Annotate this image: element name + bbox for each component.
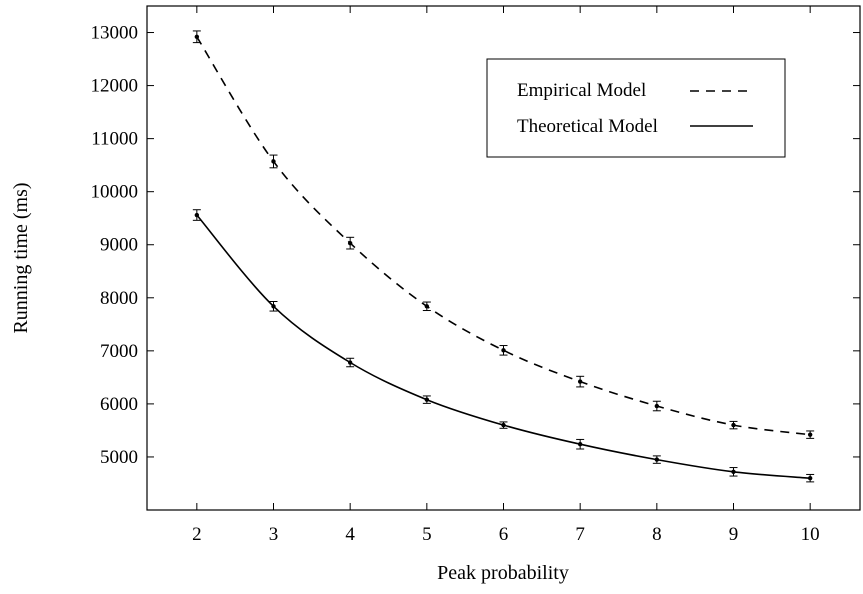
x-tick-label-2: 4 [345, 524, 355, 545]
y-tick-label-6: 11000 [91, 129, 138, 150]
x-tick-label-3: 5 [422, 524, 432, 545]
data-point-1-7 [731, 469, 736, 475]
data-point-0-2 [347, 240, 353, 246]
data-point-1-2 [347, 360, 353, 365]
data-point-0-0 [194, 34, 200, 39]
data-point-0-5 [577, 379, 583, 384]
y-tick-label-5: 10000 [91, 182, 139, 203]
y-axis-label: Running time (ms) [10, 182, 32, 333]
data-point-1-4 [501, 422, 506, 428]
data-point-1-6 [654, 457, 660, 462]
legend-label-theoretical: Theoretical Model [517, 116, 658, 137]
y-axis-ticks: 5000 6000 7000 8000 9000 10000 11000 12000 13000 [91, 23, 860, 468]
data-point-1-8 [807, 475, 813, 481]
data-point-0-8 [807, 432, 813, 437]
x-tick-label-6: 8 [652, 524, 662, 545]
y-tick-label-7: 12000 [91, 76, 139, 97]
x-tick-label-7: 9 [729, 524, 739, 545]
data-point-0-3 [424, 304, 430, 309]
data-point-0-6 [654, 403, 660, 409]
x-axis-label: Peak probability [437, 562, 569, 584]
data-point-0-7 [731, 422, 736, 428]
x-tick-label-0: 2 [192, 524, 202, 545]
x-tick-label-1: 3 [269, 524, 279, 545]
legend: Empirical Model Theoretical Model [486, 58, 786, 158]
series-line-1 [196, 214, 811, 479]
y-tick-label-4: 9000 [100, 235, 138, 256]
data-point-1-1 [271, 304, 276, 309]
data-point-1-0 [194, 212, 200, 218]
data-point-0-4 [501, 348, 506, 353]
data-point-1-5 [577, 442, 583, 447]
y-tick-label-2: 7000 [100, 341, 138, 362]
series-layer [192, 30, 815, 483]
data-point-1-3 [424, 397, 430, 402]
legend-label-empirical: Empirical Model [517, 80, 646, 101]
y-tick-label-3: 8000 [100, 288, 138, 309]
x-tick-label-5: 7 [575, 524, 585, 545]
x-tick-label-8: 10 [801, 524, 820, 545]
x-tick-label-4: 6 [499, 524, 509, 545]
y-tick-label-8: 13000 [91, 23, 139, 44]
data-point-0-1 [271, 159, 276, 164]
y-tick-label-1: 6000 [100, 394, 138, 415]
legend-box [486, 58, 786, 158]
y-tick-label-0: 5000 [100, 447, 138, 468]
x-axis-ticks: 2 3 4 5 6 7 8 9 10 [192, 6, 820, 545]
